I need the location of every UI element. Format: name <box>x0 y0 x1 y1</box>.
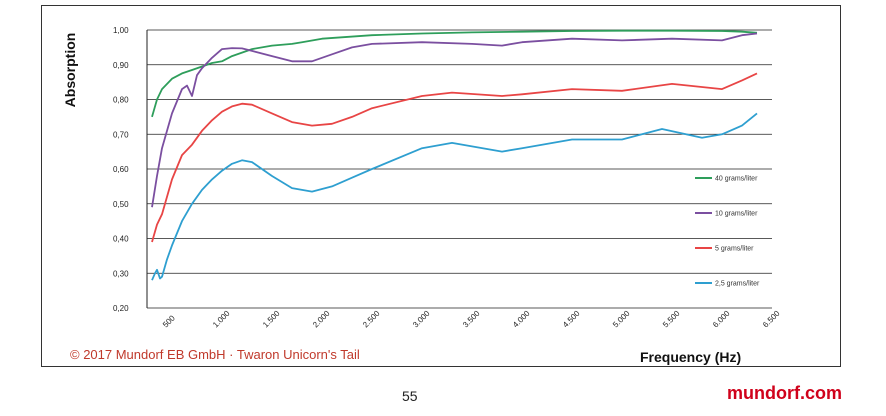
y-tick-label: 0,30 <box>113 269 129 278</box>
y-tick-label: 0,90 <box>113 61 129 70</box>
x-tick-label: 6.500 <box>761 309 782 330</box>
series-line <box>151 112 758 281</box>
x-tick-label: 5.500 <box>661 309 682 330</box>
x-tick-label: 4.000 <box>511 309 532 330</box>
y-tick-label: 1,00 <box>113 26 129 35</box>
brand-url: mundorf.com <box>727 383 842 403</box>
x-tick-label: 4.500 <box>561 309 582 330</box>
y-axis-title: Absorption <box>62 33 78 108</box>
x-tick-label: 3.500 <box>461 309 482 330</box>
y-tick-label: 0,80 <box>113 96 129 105</box>
x-tick-label: 1.500 <box>261 309 282 330</box>
x-tick-label: 5.000 <box>611 309 632 330</box>
legend-label: 10 grams/liter <box>715 211 758 218</box>
series-line <box>151 29 758 118</box>
x-tick-label: 6.000 <box>711 309 732 330</box>
legend-label: 40 grams/liter <box>715 176 758 183</box>
x-tick-label: 3.000 <box>411 309 432 330</box>
x-tick-label: 2.000 <box>311 309 332 330</box>
page-number: 55 <box>402 388 418 404</box>
x-tick-label: 500 <box>161 313 177 329</box>
x-tick-label: 2.500 <box>361 309 382 330</box>
series-line <box>151 32 758 208</box>
copyright-text: © 2017 Mundorf EB GmbH · Twaron Unicorn'… <box>70 347 360 362</box>
y-tick-label: 0,70 <box>113 130 129 139</box>
y-tick-label: 0,20 <box>113 304 129 313</box>
legend-label: 2,5 grams/liter <box>715 281 760 288</box>
chart-frame <box>41 5 841 367</box>
x-axis-title: Frequency (Hz) <box>640 349 741 365</box>
x-tick-label: 1.000 <box>211 309 232 330</box>
y-tick-label: 0,60 <box>113 165 129 174</box>
legend-label: 5 grams/liter <box>715 246 754 253</box>
series-line <box>151 72 758 243</box>
y-tick-label: 0,40 <box>113 235 129 244</box>
y-tick-label: 0,50 <box>113 200 129 209</box>
